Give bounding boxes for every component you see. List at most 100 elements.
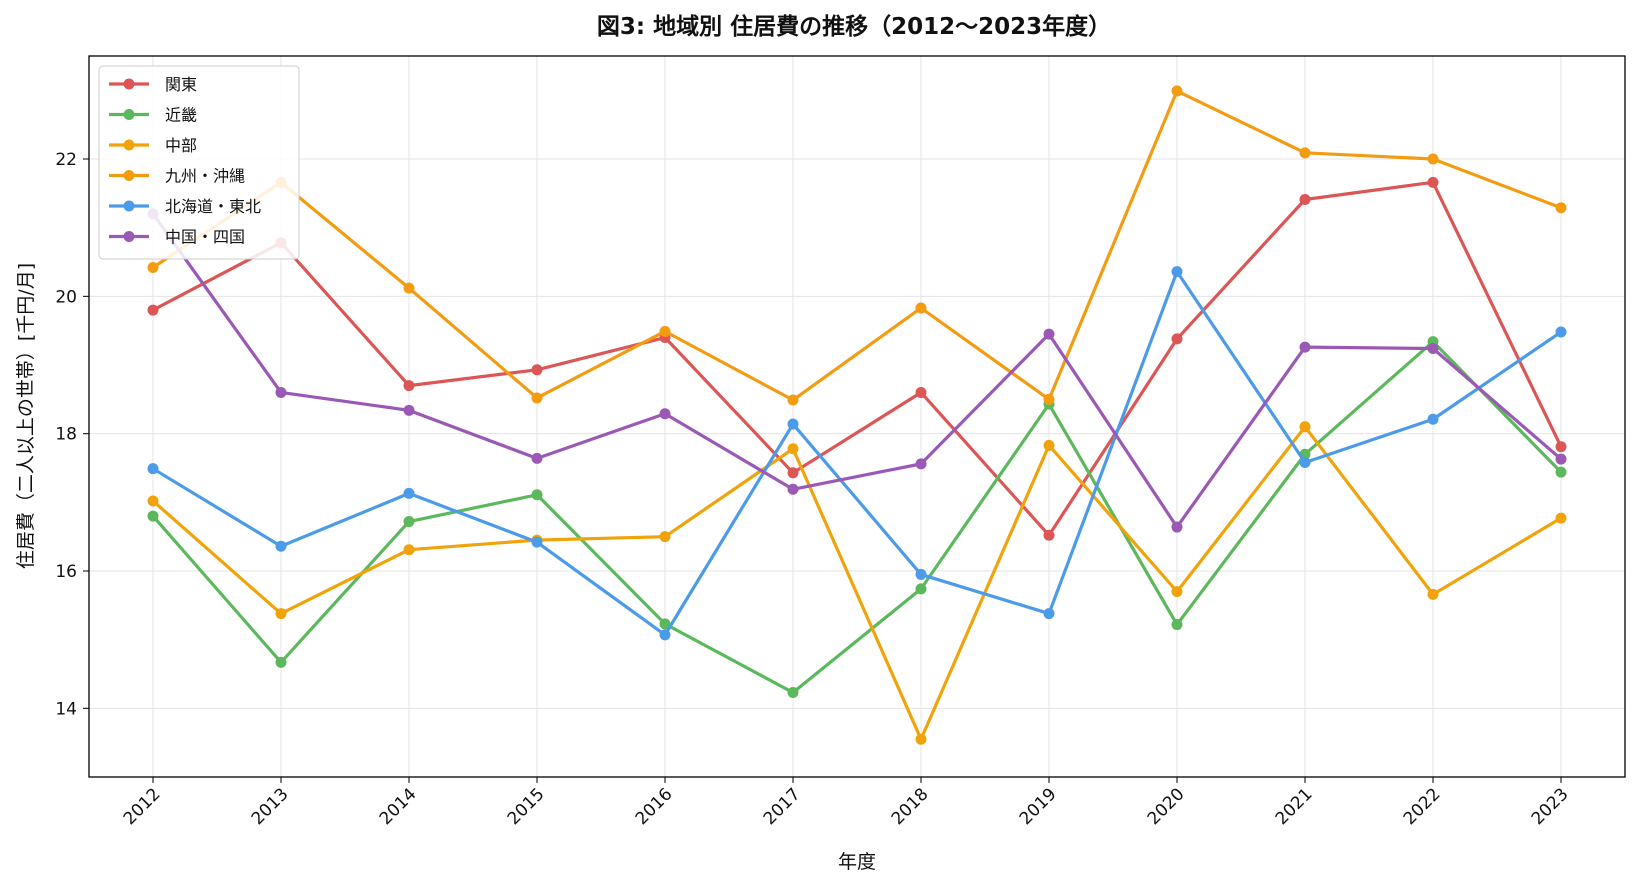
series-line	[151, 212, 1563, 529]
legend-marker	[123, 200, 135, 212]
data-point	[1299, 147, 1311, 159]
data-point	[1555, 466, 1567, 478]
legend-item: 関東	[109, 75, 197, 94]
data-point	[659, 531, 671, 543]
data-point	[787, 418, 799, 430]
data-point	[403, 516, 415, 528]
legend-label: 中部	[165, 136, 197, 155]
series-line	[151, 425, 1563, 741]
legend-item: 中部	[109, 136, 197, 155]
y-axis: 14 16 18 20 22	[55, 150, 89, 719]
plot-frame	[88, 55, 1626, 778]
legend-label: 九州・沖縄	[165, 167, 245, 186]
x-tick-label: 2021	[1272, 784, 1317, 829]
data-point	[915, 568, 927, 580]
x-tick-label: 2017	[760, 784, 805, 829]
x-tick-label: 2018	[888, 784, 933, 829]
data-point	[1427, 413, 1439, 425]
data-point	[531, 364, 543, 376]
data-point	[1555, 512, 1567, 524]
data-point	[1427, 153, 1439, 165]
legend-item: 九州・沖縄	[109, 167, 245, 186]
data-point	[275, 386, 287, 398]
legend-marker	[123, 109, 135, 120]
y-tick-label: 16	[55, 562, 77, 582]
legend-label: 北海道・東北	[165, 197, 261, 216]
data-point	[787, 467, 799, 479]
data-point	[1171, 619, 1183, 631]
x-axis-label: 年度	[838, 851, 876, 873]
data-point	[915, 733, 927, 745]
data-point	[1555, 326, 1567, 338]
data-point	[1427, 176, 1439, 188]
data-point	[531, 392, 543, 404]
data-point	[659, 618, 671, 630]
x-tick-label: 2020	[1144, 784, 1189, 829]
series-3	[147, 85, 1567, 406]
legend-marker	[123, 231, 135, 242]
data-point	[787, 394, 799, 406]
data-point	[147, 261, 159, 273]
series-2	[147, 421, 1567, 745]
series-4	[147, 266, 1567, 641]
legend-label: 近畿	[165, 106, 197, 125]
data-point	[1043, 439, 1055, 451]
data-point	[147, 510, 159, 522]
data-point	[403, 487, 415, 499]
series-1	[147, 336, 1567, 699]
x-tick-label: 2015	[504, 784, 549, 829]
data-point	[1043, 328, 1055, 340]
data-point	[1555, 453, 1567, 465]
legend-item: 近畿	[109, 106, 197, 125]
y-tick-label: 22	[55, 150, 77, 170]
grid	[89, 56, 1625, 777]
data-point	[915, 458, 927, 470]
data-point	[915, 302, 927, 314]
x-tick-label: 2019	[1016, 784, 1061, 829]
data-point	[659, 408, 671, 420]
series-5	[147, 208, 1567, 533]
data-point	[659, 629, 671, 641]
data-point	[147, 304, 159, 316]
data-point	[1299, 341, 1311, 353]
data-point	[1299, 421, 1311, 433]
legend-marker	[123, 78, 135, 90]
data-point	[275, 608, 287, 620]
data-point	[1171, 333, 1183, 345]
data-point	[275, 656, 287, 668]
series-layer	[147, 85, 1567, 745]
data-point	[787, 687, 799, 699]
data-point	[275, 540, 287, 552]
data-point	[403, 282, 415, 294]
data-point	[147, 463, 159, 475]
series-line	[151, 180, 1563, 537]
data-point	[531, 536, 543, 548]
data-point	[1555, 202, 1567, 214]
y-tick-label: 18	[55, 425, 77, 445]
data-point	[1555, 441, 1567, 453]
data-point	[1043, 393, 1055, 405]
data-point	[1299, 194, 1311, 206]
data-point	[1171, 521, 1183, 533]
legend-marker	[123, 139, 135, 151]
series-line	[151, 89, 1563, 402]
legend-item: 中国・四国	[109, 228, 245, 247]
data-point	[787, 483, 799, 495]
data-point	[915, 583, 927, 595]
data-point	[403, 404, 415, 416]
x-tick-label: 2023	[1528, 784, 1573, 829]
data-point	[659, 325, 671, 337]
legend-item: 北海道・東北	[109, 197, 261, 216]
x-tick-label: 2022	[1400, 784, 1445, 829]
data-point	[1171, 586, 1183, 598]
series-line	[151, 340, 1563, 695]
series-line	[151, 270, 1563, 637]
chart-title: 図3: 地域別 住居費の推移（2012〜2023年度）	[597, 13, 1111, 40]
x-tick-label: 2016	[632, 784, 677, 829]
x-tick-label: 2012	[120, 784, 165, 829]
data-point	[147, 495, 159, 507]
data-point	[787, 443, 799, 455]
